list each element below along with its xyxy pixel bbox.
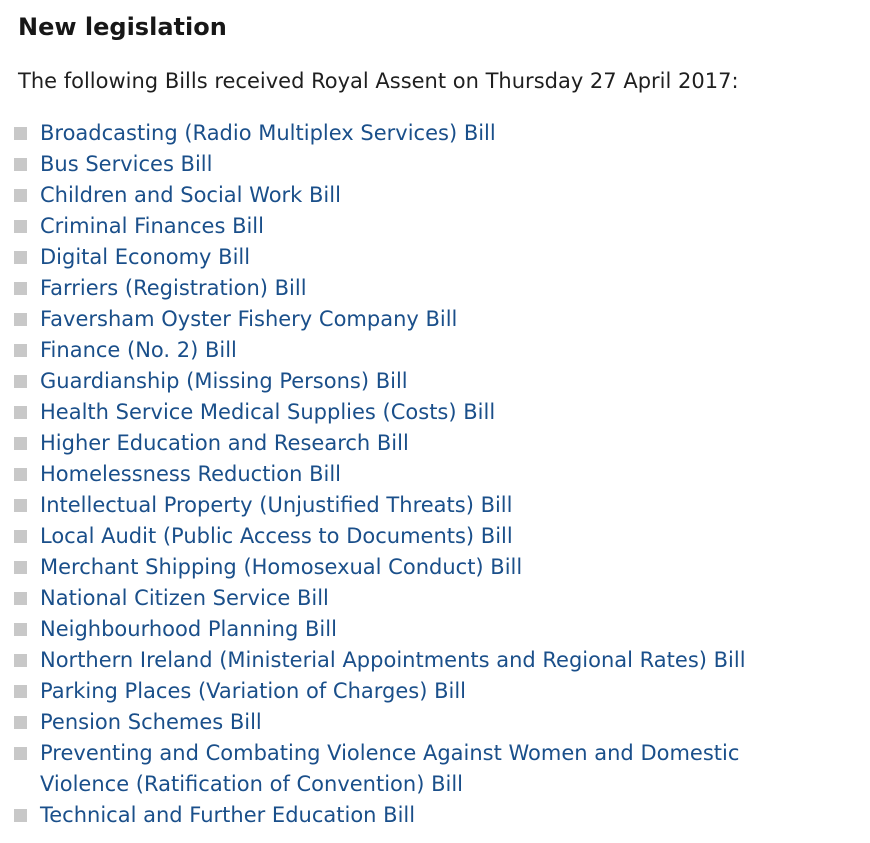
page-title: New legislation [18,13,227,41]
bullet-square-icon [14,499,27,512]
list-item: Guardianship (Missing Persons) Bill [14,366,764,397]
list-item: Broadcasting (Radio Multiplex Services) … [14,118,764,149]
bullet-square-icon [14,437,27,450]
bullet-square-icon [14,716,27,729]
bill-link[interactable]: Local Audit (Public Access to Documents)… [40,524,513,548]
list-item: Parking Places (Variation of Charges) Bi… [14,676,764,707]
bill-link[interactable]: Neighbourhood Planning Bill [40,617,337,641]
bullet-square-icon [14,282,27,295]
list-item: Neighbourhood Planning Bill [14,614,764,645]
bill-link[interactable]: Pension Schemes Bill [40,710,262,734]
bill-link[interactable]: National Citizen Service Bill [40,586,329,610]
list-item: Preventing and Combating Violence Agains… [14,738,764,800]
bill-link[interactable]: Higher Education and Research Bill [40,431,409,455]
bill-link[interactable]: Parking Places (Variation of Charges) Bi… [40,679,467,703]
bullet-square-icon [14,623,27,636]
bullet-square-icon [14,561,27,574]
bill-link[interactable]: Homelessness Reduction Bill [40,462,342,486]
intro-paragraph: The following Bills received Royal Assen… [18,69,739,93]
bill-link[interactable]: Digital Economy Bill [40,245,251,269]
bill-link[interactable]: Broadcasting (Radio Multiplex Services) … [40,121,496,145]
list-item: Finance (No. 2) Bill [14,335,764,366]
list-item: Bus Services Bill [14,149,764,180]
list-item: Criminal Finances Bill [14,211,764,242]
bill-link[interactable]: Merchant Shipping (Homosexual Conduct) B… [40,555,523,579]
bullet-square-icon [14,747,27,760]
bullet-square-icon [14,189,27,202]
bullet-square-icon [14,685,27,698]
bill-link[interactable]: Preventing and Combating Violence Agains… [40,741,740,796]
list-item: Merchant Shipping (Homosexual Conduct) B… [14,552,764,583]
list-item: Pension Schemes Bill [14,707,764,738]
list-item: Local Audit (Public Access to Documents)… [14,521,764,552]
bullet-square-icon [14,251,27,264]
bullet-square-icon [14,375,27,388]
bill-link[interactable]: Criminal Finances Bill [40,214,264,238]
bill-link[interactable]: Finance (No. 2) Bill [40,338,237,362]
bill-link[interactable]: Children and Social Work Bill [40,183,341,207]
list-item: Homelessness Reduction Bill [14,459,764,490]
list-item: Northern Ireland (Ministerial Appointmen… [14,645,764,676]
bill-link[interactable]: Faversham Oyster Fishery Company Bill [40,307,458,331]
bullet-square-icon [14,220,27,233]
list-item: Higher Education and Research Bill [14,428,764,459]
list-item: National Citizen Service Bill [14,583,764,614]
bill-list: Broadcasting (Radio Multiplex Services) … [14,118,860,831]
bill-link[interactable]: Health Service Medical Supplies (Costs) … [40,400,496,424]
bill-link[interactable]: Northern Ireland (Ministerial Appointmen… [40,648,746,672]
list-item: Intellectual Property (Unjustified Threa… [14,490,764,521]
bullet-square-icon [14,654,27,667]
list-item: Technical and Further Education Bill [14,800,764,831]
bill-link[interactable]: Intellectual Property (Unjustified Threa… [40,493,513,517]
list-item: Health Service Medical Supplies (Costs) … [14,397,764,428]
list-item: Children and Social Work Bill [14,180,764,211]
list-item: Faversham Oyster Fishery Company Bill [14,304,764,335]
bullet-square-icon [14,530,27,543]
bill-link[interactable]: Guardianship (Missing Persons) Bill [40,369,408,393]
bill-link[interactable]: Farriers (Registration) Bill [40,276,307,300]
bullet-square-icon [14,344,27,357]
bullet-square-icon [14,406,27,419]
bill-link[interactable]: Bus Services Bill [40,152,213,176]
bullet-square-icon [14,592,27,605]
bullet-square-icon [14,313,27,326]
list-item: Farriers (Registration) Bill [14,273,764,304]
list-item: Digital Economy Bill [14,242,764,273]
bullet-square-icon [14,158,27,171]
bill-link[interactable]: Technical and Further Education Bill [40,803,416,827]
bullet-square-icon [14,127,27,140]
bullet-square-icon [14,809,27,822]
bullet-square-icon [14,468,27,481]
